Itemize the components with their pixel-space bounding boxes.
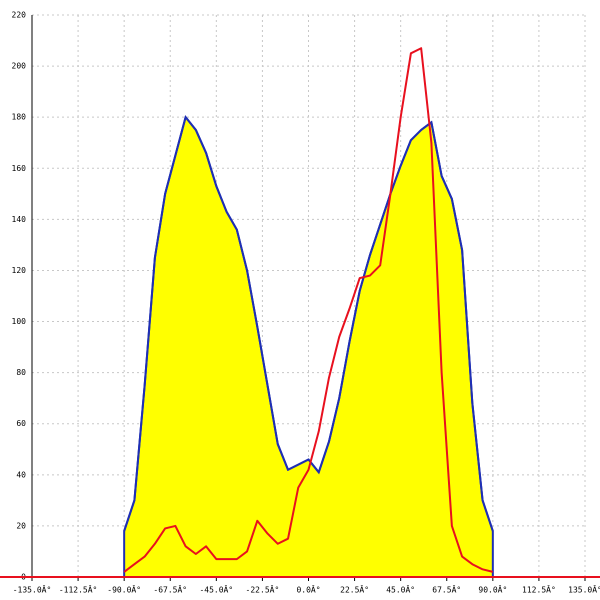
- x-tick-label: 90.0Â°: [478, 584, 507, 595]
- x-tick-label: -135.0Â°: [13, 584, 52, 595]
- series-line: [123, 116, 494, 532]
- x-tick-label: 67.5Â°: [432, 584, 461, 595]
- y-tick-label: 120: [12, 266, 27, 275]
- x-tick-label: -90.0Â°: [107, 584, 141, 595]
- x-tick-label: 45.0Â°: [386, 584, 415, 595]
- y-tick-label: 220: [12, 11, 27, 20]
- y-tick-label: 100: [12, 317, 27, 326]
- y-tick-label: 180: [12, 113, 27, 122]
- y-tick-label: 60: [16, 419, 26, 428]
- x-tick-label: -67.5Â°: [153, 584, 187, 595]
- x-tick-label: 135.0Â°: [568, 584, 600, 595]
- x-tick-label: -45.0Â°: [199, 584, 233, 595]
- x-tick-label: 22.5Â°: [340, 584, 369, 595]
- y-tick-label: 80: [16, 368, 26, 377]
- x-tick-label: 0.0Â°: [296, 584, 320, 595]
- series-line: [123, 47, 494, 573]
- y-tick-label: 40: [16, 470, 26, 479]
- x-tick-label: -22.5Â°: [246, 584, 280, 595]
- x-tick-label: -112.5Â°: [59, 584, 98, 595]
- x-tick-label: 112.5Â°: [522, 584, 556, 595]
- y-tick-label: 20: [16, 521, 26, 530]
- y-tick-label: 200: [12, 62, 27, 71]
- y-tick-label: 160: [12, 164, 27, 173]
- y-tick-label: 140: [12, 215, 27, 224]
